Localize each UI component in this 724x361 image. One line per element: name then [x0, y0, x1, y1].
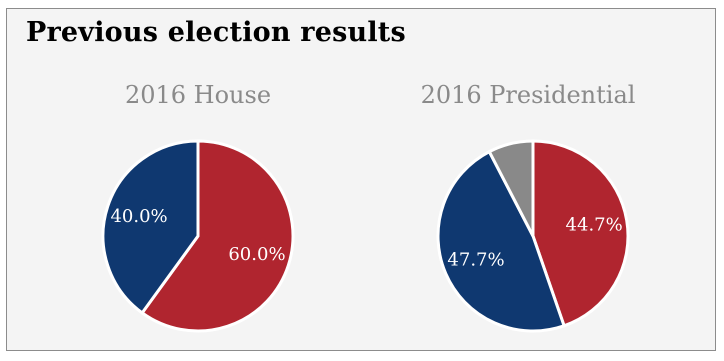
- pie-slice-label-1-0: 44.7%: [566, 215, 623, 236]
- house-chart-title: 2016 House: [124, 81, 272, 109]
- presidential-pie-chart: 44.7% 47.7%: [436, 139, 630, 333]
- pie-slice-1-2: [487, 139, 535, 238]
- presidential-chart-title: 2016 Presidential: [420, 81, 636, 109]
- pie-slice-0-0: [140, 139, 295, 333]
- pie-slice-1-1: [436, 150, 566, 333]
- pie-slice-1-0: [531, 139, 630, 328]
- pie-slice-0-1: [101, 139, 200, 315]
- panel-title: Previous election results: [26, 17, 406, 48]
- house-pie-chart: 60.0% 40.0%: [101, 139, 295, 333]
- pie-slice-label-1-1: 47.7%: [447, 249, 504, 270]
- pie-slice-label-0-1: 40.0%: [110, 206, 167, 227]
- pie-slice-label-0-0: 60.0%: [228, 244, 285, 265]
